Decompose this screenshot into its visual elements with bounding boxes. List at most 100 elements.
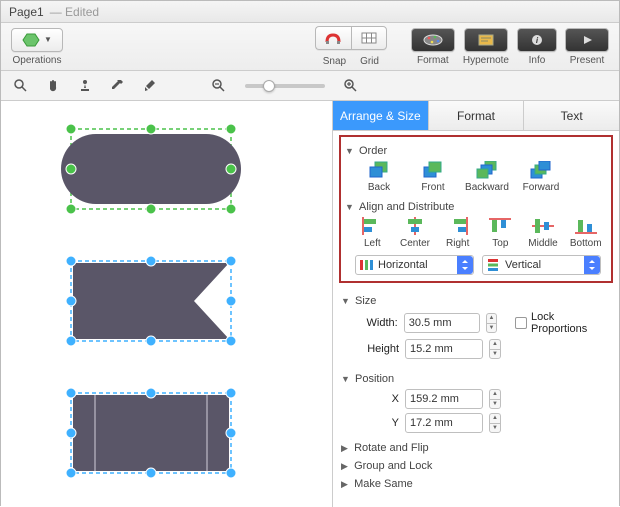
align-right[interactable]: Right (436, 217, 479, 249)
back-icon (368, 161, 390, 179)
lock-proportions[interactable]: Lock Proportions (515, 311, 611, 335)
dist-v-label: Vertical (505, 259, 541, 271)
group-header[interactable]: ▶ Group and Lock (333, 457, 619, 475)
note-icon (476, 33, 496, 47)
sub-toolbar (1, 71, 619, 101)
disclosure-icon: ▶ (341, 443, 351, 454)
size-title: Size (355, 295, 376, 307)
x-field[interactable]: 159.2 mm (405, 389, 483, 409)
align-bottom-label: Bottom (570, 238, 602, 249)
tab-arrange[interactable]: Arrange & Size (333, 101, 429, 130)
width-field[interactable]: 30.5 mm (404, 313, 480, 333)
align-top[interactable]: Top (479, 217, 522, 249)
format-label: Format (417, 55, 449, 66)
align-middle-icon (532, 217, 554, 235)
align-title: Align and Distribute (359, 201, 454, 213)
rotate-header[interactable]: ▶ Rotate and Flip (333, 439, 619, 457)
distribute-vertical[interactable]: Vertical (482, 255, 601, 275)
operations-button[interactable]: ▼ (11, 28, 63, 52)
canvas[interactable] (1, 101, 333, 507)
rotate-title: Rotate and Flip (354, 442, 429, 454)
front-icon (422, 161, 444, 179)
distribute-row: Horizontal Vertical (355, 255, 601, 275)
position-section: ▼Position X 159.2 mm ▲▼ Y 17.2 mm ▲▼ (333, 365, 619, 439)
eyedropper-tool-icon[interactable] (105, 76, 129, 96)
snap-icon (324, 31, 342, 45)
order-backward[interactable]: Backward (465, 161, 509, 193)
zoom-out-button[interactable] (207, 76, 231, 96)
order-front[interactable]: Front (411, 161, 455, 193)
disclosure-icon: ▼ (345, 202, 355, 212)
titlebar: Page1 — Edited (1, 1, 619, 23)
position-title: Position (355, 373, 394, 385)
info-label: Info (529, 55, 546, 66)
x-label: X (355, 393, 399, 405)
height-row: Height 15.2 mm ▲▼ (355, 339, 611, 359)
width-row: Width: 30.5 mm ▲▼ Lock Proportions (355, 311, 611, 335)
window-title: Page1 (9, 5, 44, 19)
width-stepper[interactable]: ▲▼ (486, 313, 498, 333)
forward-icon (530, 161, 552, 179)
shape-2[interactable] (61, 251, 241, 351)
y-label: Y (355, 417, 399, 429)
snap-grid-group: Snap Grid (315, 26, 387, 67)
content-area: Arrange & Size Format Text ▼ Order Back … (1, 101, 619, 507)
stamp-tool-icon[interactable] (73, 76, 97, 96)
align-header[interactable]: ▼ Align and Distribute (345, 201, 607, 213)
order-forward[interactable]: Forward (519, 161, 563, 193)
operations-group: ▼ Operations (11, 28, 63, 66)
snap-button[interactable] (315, 26, 351, 50)
zoom-thumb[interactable] (263, 80, 275, 92)
shape-1[interactable] (61, 119, 241, 219)
y-row: Y 17.2 mm ▲▼ (355, 413, 611, 433)
highlighted-panel: ▼ Order Back Front Backward For (339, 135, 613, 283)
format-button[interactable] (411, 28, 455, 52)
grid-icon (360, 31, 378, 45)
makesame-header[interactable]: ▶ Make Same (333, 475, 619, 493)
align-middle[interactable]: Middle (522, 217, 565, 249)
order-title: Order (359, 145, 387, 157)
hypernote-button[interactable] (464, 28, 508, 52)
hypernote-label: Hypernote (463, 55, 509, 66)
align-top-label: Top (492, 238, 508, 249)
zoom-tool-icon[interactable] (9, 76, 33, 96)
x-row: X 159.2 mm ▲▼ (355, 389, 611, 409)
align-center-icon (404, 217, 426, 235)
shape-3[interactable] (61, 383, 241, 483)
height-label: Height (355, 343, 399, 355)
x-stepper[interactable]: ▲▼ (489, 389, 501, 409)
y-field[interactable]: 17.2 mm (405, 413, 483, 433)
height-stepper[interactable]: ▲▼ (489, 339, 501, 359)
group-title: Group and Lock (354, 460, 432, 472)
dist-h-label: Horizontal (378, 259, 428, 271)
zoom-slider[interactable] (245, 84, 325, 88)
format-group: Format (411, 28, 455, 66)
align-left[interactable]: Left (351, 217, 394, 249)
align-bottom[interactable]: Bottom (564, 217, 607, 249)
y-stepper[interactable]: ▲▼ (489, 413, 501, 433)
makesame-title: Make Same (354, 478, 413, 490)
brush-tool-icon[interactable] (137, 76, 161, 96)
align-middle-label: Middle (528, 238, 557, 249)
position-header[interactable]: ▼Position (341, 373, 611, 385)
main-toolbar: ▼ Operations Snap Grid Format Hypernote … (1, 23, 619, 71)
tab-format[interactable]: Format (429, 101, 525, 130)
info-button[interactable]: i (517, 28, 557, 52)
grid-button[interactable] (351, 26, 387, 50)
order-header[interactable]: ▼ Order (345, 145, 607, 157)
backward-icon (476, 161, 498, 179)
hand-tool-icon[interactable] (41, 76, 65, 96)
order-back[interactable]: Back (357, 161, 401, 193)
palette-icon (421, 33, 445, 47)
align-center[interactable]: Center (394, 217, 437, 249)
present-button[interactable] (565, 28, 609, 52)
inspector: Arrange & Size Format Text ▼ Order Back … (333, 101, 619, 507)
tab-text[interactable]: Text (524, 101, 619, 130)
distribute-horizontal[interactable]: Horizontal (355, 255, 474, 275)
size-header[interactable]: ▼Size (341, 295, 611, 307)
order-forward-label: Forward (523, 182, 560, 193)
zoom-in-button[interactable] (339, 76, 363, 96)
disclosure-icon: ▶ (341, 479, 351, 490)
dist-v-icon (486, 258, 502, 272)
height-field[interactable]: 15.2 mm (405, 339, 483, 359)
